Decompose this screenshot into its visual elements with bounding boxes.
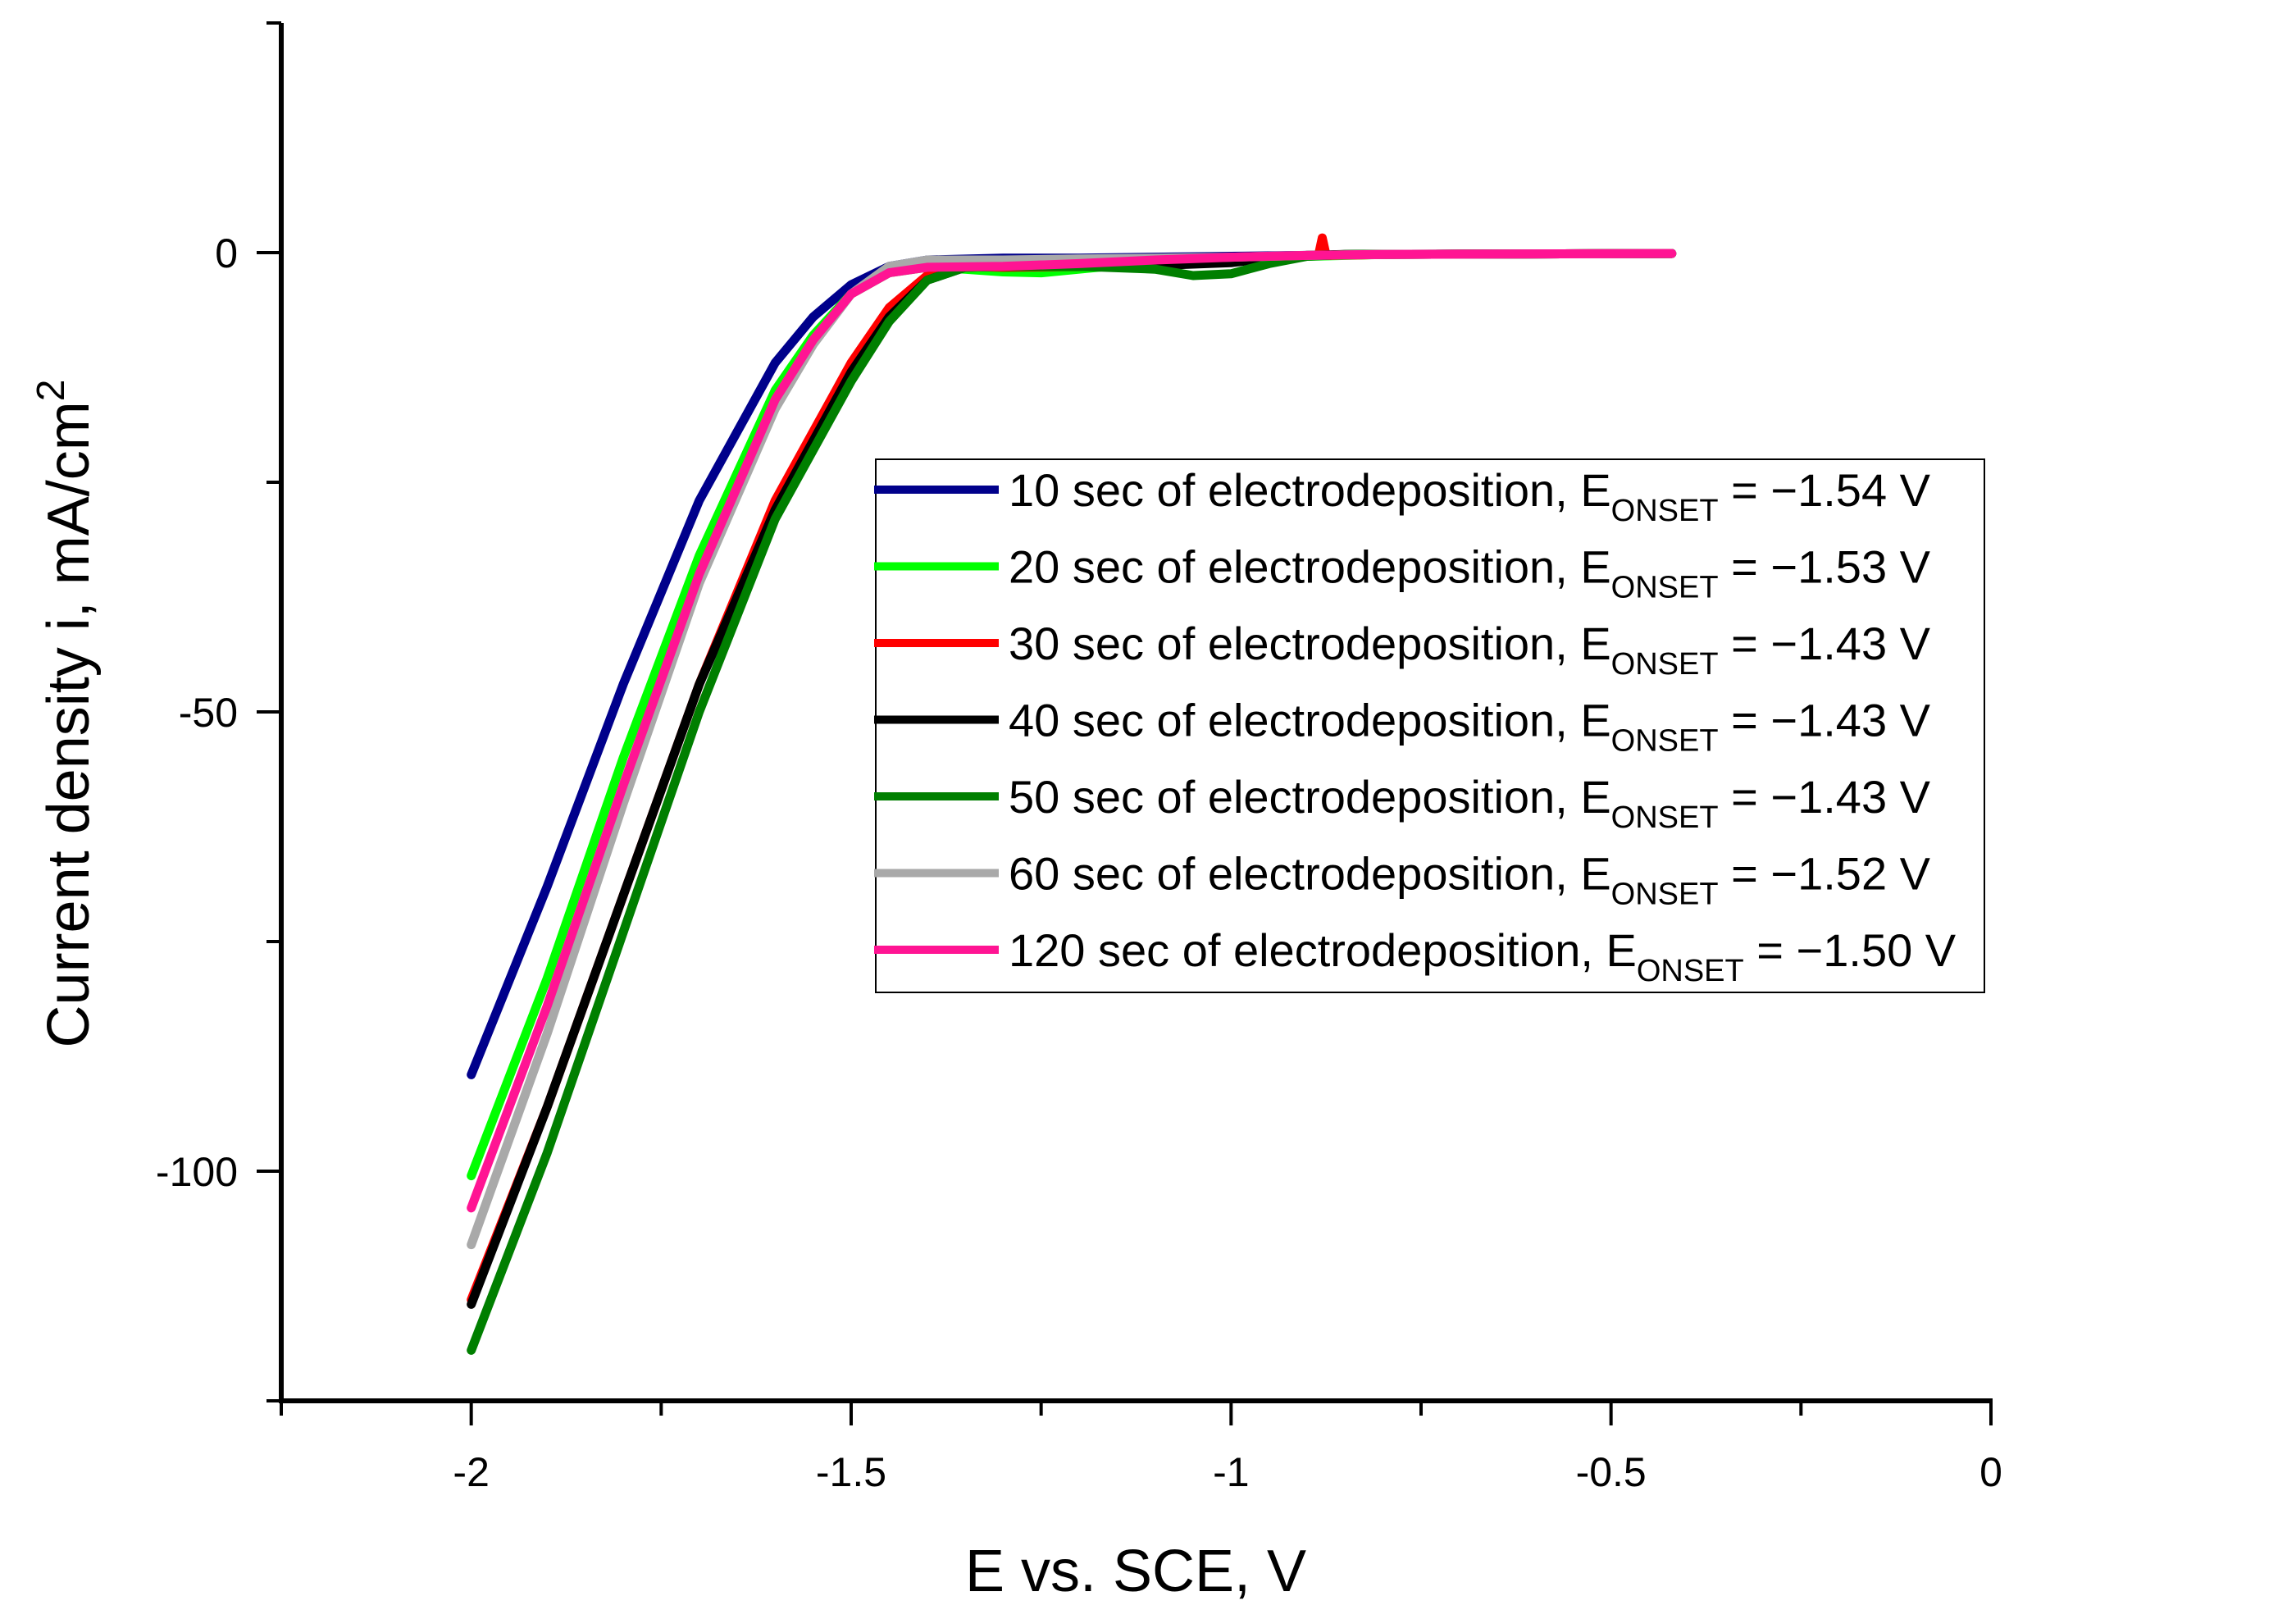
y-tick-label-1: -50 — [179, 690, 238, 736]
legend-label-3-subscript: ONSET — [1611, 724, 1719, 759]
x-ticks: -2 -1.5 -1 -0.5 0 — [280, 1401, 2002, 1495]
legend-label-0: 10 sec of electrodeposition, EONSET = −1… — [1009, 464, 1931, 528]
x-tick-label-4: 0 — [1979, 1449, 2002, 1495]
legend-label-3-text: 40 sec of electrodeposition, E — [1009, 695, 1611, 746]
legend-label-2-value: = −1.43 V — [1719, 618, 1931, 669]
x-tick-label-0: -2 — [453, 1449, 489, 1495]
legend-label-6: 120 sec of electrodeposition, EONSET = −… — [1009, 924, 1957, 988]
legend: 10 sec of electrodeposition, EONSET = −1… — [874, 458, 1985, 993]
y-axis-title-main: Current density i, mA/cm — [36, 401, 102, 1047]
x-axis-title: E vs. SCE, V — [965, 1539, 1306, 1604]
legend-label-1-value: = −1.53 V — [1719, 541, 1931, 593]
legend-label-5-subscript: ONSET — [1611, 878, 1719, 912]
legend-label-5: 60 sec of electrodeposition, EONSET = −1… — [1009, 848, 1931, 912]
legend-label-2-text: 30 sec of electrodeposition, E — [1009, 618, 1611, 669]
legend-label-3: 40 sec of electrodeposition, EONSET = −1… — [1009, 695, 1931, 759]
legend-label-0-value: = −1.54 V — [1719, 464, 1931, 516]
legend-label-4: 50 sec of electrodeposition, EONSET = −1… — [1009, 771, 1931, 835]
y-axis-title-sup: 2 — [30, 380, 73, 402]
legend-label-3-value: = −1.43 V — [1719, 695, 1931, 746]
legend-label-0-subscript: ONSET — [1611, 494, 1719, 528]
plot-series — [467, 233, 1677, 1355]
y-ticks: 0 -50 -100 — [156, 21, 281, 1402]
x-tick-label-1: -1.5 — [816, 1449, 886, 1495]
x-tick-label-2: -1 — [1213, 1449, 1249, 1495]
y-tick-label-0: 0 — [215, 230, 238, 276]
legend-label-1-text: 20 sec of electrodeposition, E — [1009, 541, 1611, 593]
legend-label-5-text: 60 sec of electrodeposition, E — [1009, 848, 1611, 900]
series-line-120-sec — [467, 249, 1677, 1213]
legend-label-2-subscript: ONSET — [1611, 647, 1719, 682]
legend-label-1: 20 sec of electrodeposition, EONSET = −1… — [1009, 541, 1931, 605]
legend-label-2: 30 sec of electrodeposition, EONSET = −1… — [1009, 618, 1931, 682]
legend-label-6-value: = −1.50 V — [1744, 924, 1957, 976]
legend-label-5-value: = −1.52 V — [1719, 848, 1931, 900]
legend-label-4-text: 50 sec of electrodeposition, E — [1009, 771, 1611, 823]
legend-label-6-subscript: ONSET — [1637, 954, 1744, 988]
legend-label-0-text: 10 sec of electrodeposition, E — [1009, 464, 1611, 516]
legend-label-6-text: 120 sec of electrodeposition, E — [1009, 924, 1637, 976]
legend-label-4-value: = −1.43 V — [1719, 771, 1931, 823]
y-axis-title: Current density i, mA/cm2 — [30, 380, 102, 1048]
legend-label-1-subscript: ONSET — [1611, 571, 1719, 605]
axes: -2 -1.5 -1 -0.5 0 0 -50 -100 — [156, 21, 2002, 1495]
x-tick-label-3: -0.5 — [1576, 1449, 1647, 1495]
y-tick-label-2: -100 — [156, 1149, 238, 1195]
legend-box — [875, 458, 1985, 993]
legend-label-4-subscript: ONSET — [1611, 800, 1719, 835]
